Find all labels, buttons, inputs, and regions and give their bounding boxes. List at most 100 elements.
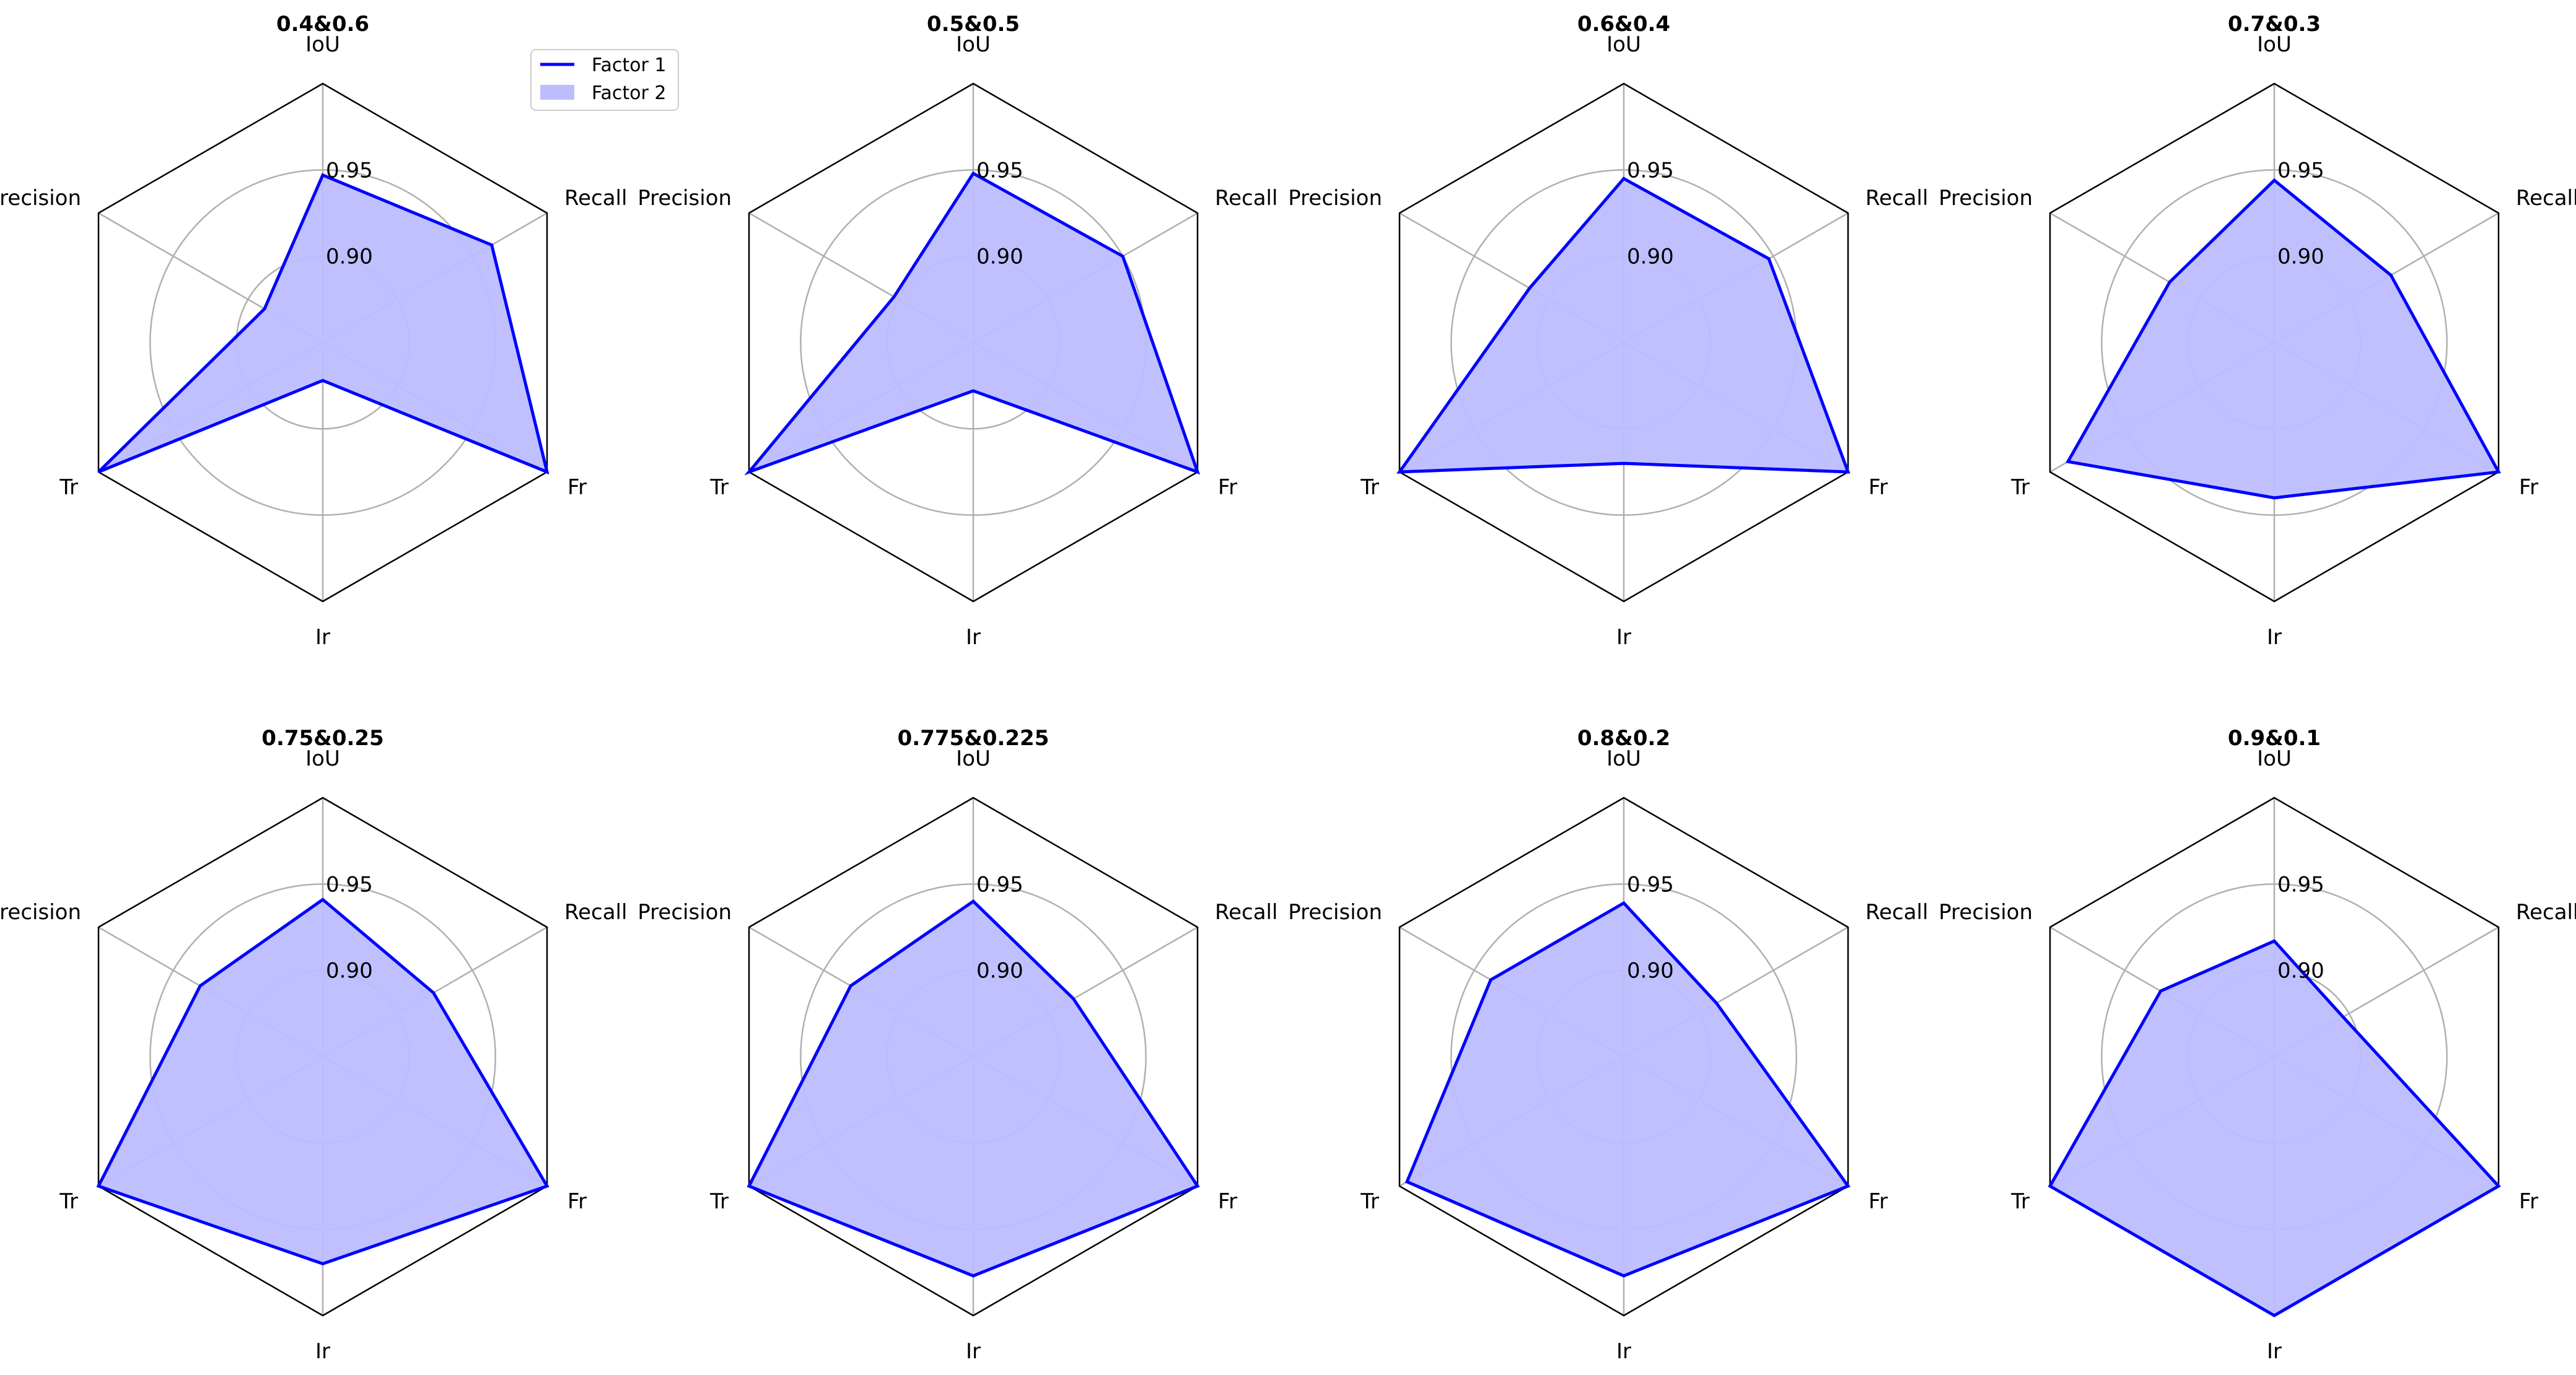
axis-label-fr: Fr — [567, 475, 587, 500]
axis-label-recall: Recall — [1865, 186, 1928, 211]
axis-label-ir: Ir — [1616, 1339, 1631, 1364]
axis-label-fr: Fr — [2519, 1189, 2538, 1214]
ring-label: 0.95 — [1627, 872, 1674, 897]
radar-frame — [748, 82, 1199, 603]
factor2-area — [99, 899, 547, 1264]
axis-label-tr: Tr — [709, 1189, 729, 1214]
axis-label-precision: Precision — [1939, 186, 2033, 211]
ring-label: 0.90 — [2277, 959, 2324, 984]
radar-frame — [2049, 82, 2500, 603]
factor1-line — [97, 173, 550, 475]
axis-label-fr: Fr — [2519, 475, 2538, 500]
factor1-line — [1404, 901, 1851, 1278]
ring-label: 0.95 — [976, 872, 1023, 897]
radar-panel-4: 0.90 0.95 IoU Recall Fr Ir Tr Precision 0.7&0.3 — [1939, 12, 2576, 650]
ring-label: 0.95 — [2277, 872, 2324, 897]
axis-label-tr: Tr — [2010, 475, 2030, 500]
legend-label-factor-1: Factor 1 — [592, 55, 666, 76]
axis-label-fr: Fr — [1868, 1189, 1888, 1214]
radar-panel-2: 0.90 0.95 IoU Recall Fr Ir Tr Precision 0.5&0.5 — [637, 12, 1277, 650]
ring-label: 0.95 — [326, 872, 373, 897]
axis-label-ir: Ir — [2267, 625, 2282, 650]
radar-panel-6: 0.90 0.95 IoU Recall Fr Ir Tr Precision 0.775&0.… — [637, 726, 1277, 1364]
axis-label-ir: Ir — [966, 1339, 981, 1364]
ring-label: 0.90 — [326, 245, 373, 269]
panel-title: 0.9&0.1 — [2228, 726, 2321, 751]
axis-label-recall: Recall — [564, 900, 627, 925]
ring-label: 0.90 — [1627, 959, 1674, 984]
axis-label-precision: Precision — [1288, 186, 1382, 211]
factor1-line — [747, 899, 1200, 1278]
axis-label-tr: Tr — [2010, 1189, 2030, 1214]
factor2-area — [749, 173, 1198, 472]
factor1-line — [1396, 177, 1851, 474]
ring-label: 0.95 — [2277, 158, 2324, 183]
axis-label-recall: Recall — [2516, 900, 2576, 925]
panel-title: 0.775&0.225 — [898, 726, 1049, 751]
factor2-area — [2068, 180, 2499, 498]
axis-label-tr: Tr — [1360, 475, 1379, 500]
ring-label: 0.90 — [326, 959, 373, 984]
radar-panel-1: 0.90 0.95 IoU Recall Fr Ir Tr Precision 0.4&0.6 — [0, 12, 627, 650]
factor1-line — [2066, 178, 2501, 500]
axis-label-iou: IoU — [305, 32, 340, 57]
axis-label-tr: Tr — [59, 475, 78, 500]
axis-label-recall: Recall — [1215, 186, 1277, 211]
axis-label-ir: Ir — [315, 625, 330, 650]
axis-label-ir: Ir — [315, 1339, 330, 1364]
panel-title: 0.7&0.3 — [2228, 12, 2321, 37]
radar-panel-3: 0.90 0.95 IoU Recall Fr Ir Tr Precision 0.6&0.4 — [1288, 12, 1928, 650]
axis-label-precision: Precision — [0, 900, 81, 925]
axis-label-recall: Recall — [2516, 186, 2576, 211]
axis-label-ir: Ir — [966, 625, 981, 650]
panel-title: 0.8&0.2 — [1577, 726, 1670, 751]
radar-frame — [97, 82, 548, 603]
axis-label-iou: IoU — [956, 32, 991, 57]
axis-label-iou: IoU — [2257, 32, 2292, 57]
factor2-area — [1400, 178, 1848, 472]
factor2-area — [1407, 903, 1848, 1276]
ring-label: 0.90 — [976, 245, 1023, 269]
axis-label-precision: Precision — [0, 186, 81, 211]
axis-label-tr: Tr — [709, 475, 729, 500]
factor1-line — [96, 897, 550, 1266]
axis-label-recall: Recall — [1865, 900, 1928, 925]
factor2-area — [2050, 941, 2499, 1316]
axis-label-precision: Precision — [1288, 900, 1382, 925]
axis-label-iou: IoU — [1606, 746, 1641, 771]
axis-label-iou: IoU — [1606, 32, 1641, 57]
axis-label-fr: Fr — [1218, 475, 1237, 500]
axis-label-precision: Precision — [1939, 900, 2033, 925]
legend-label-factor-2: Factor 2 — [592, 82, 666, 104]
panel-title: 0.4&0.6 — [276, 12, 369, 37]
factor2-area — [99, 175, 547, 472]
panel-title: 0.75&0.25 — [261, 726, 383, 751]
ring-label: 0.90 — [2277, 245, 2324, 269]
radar-frame — [1398, 797, 1849, 1317]
axis-label-fr: Fr — [567, 1189, 587, 1214]
panel-title: 0.6&0.4 — [1577, 12, 1670, 37]
axis-label-fr: Fr — [1868, 475, 1888, 500]
radar-panel-5: 0.90 0.95 IoU Recall Fr Ir Tr Precision 0.75&0.2… — [0, 726, 627, 1364]
axis-label-tr: Tr — [59, 1189, 78, 1214]
axis-label-precision: Precision — [637, 186, 732, 211]
factor2-area — [749, 901, 1198, 1276]
factor1-line — [744, 171, 1201, 476]
axis-label-recall: Recall — [1215, 900, 1277, 925]
axis-label-fr: Fr — [1218, 1189, 1237, 1214]
radar-panel-8: 0.90 0.95 IoU Recall Fr Ir Tr Precision 0.9&0.1 — [1939, 726, 2576, 1364]
axis-label-tr: Tr — [1360, 1189, 1379, 1214]
axis-label-recall: Recall — [564, 186, 627, 211]
legend-fill-swatch — [540, 85, 574, 100]
legend: Factor 1 Factor 2 — [530, 49, 679, 111]
ring-label: 0.90 — [976, 959, 1023, 984]
ring-label: 0.95 — [1627, 158, 1674, 183]
ring-label: 0.95 — [976, 158, 1023, 183]
radar-frame — [1398, 82, 1849, 603]
axis-label-ir: Ir — [1616, 625, 1631, 650]
axis-label-precision: Precision — [637, 900, 732, 925]
radar-panel-7: 0.90 0.95 IoU Recall Fr Ir Tr Precision 0.8&0.2 — [1288, 726, 1928, 1364]
axis-label-iou: IoU — [305, 746, 340, 771]
axis-label-ir: Ir — [2267, 1339, 2282, 1364]
